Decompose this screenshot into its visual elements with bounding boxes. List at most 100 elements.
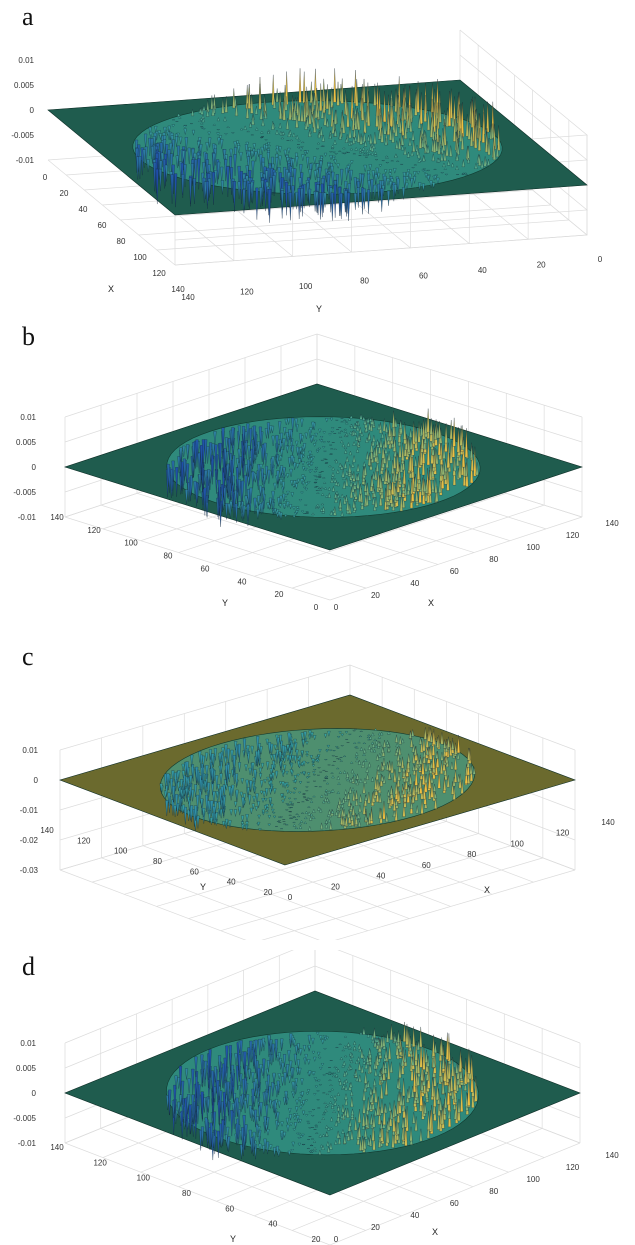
x-tick-label: 80: [117, 237, 126, 246]
x-tick-label: 0: [334, 1235, 339, 1244]
z-tick-label: -0.02: [20, 836, 39, 845]
y-tick-label: 120: [240, 288, 254, 297]
y-tick-label: 100: [124, 539, 138, 548]
surface-plot-d: 0.01 0.005 0 -0.005 -0.01 0 20 40 60 80 100 120 140 X…: [13, 950, 619, 1245]
y-tick-label: 80: [153, 857, 162, 866]
chart-panel-d: d 0.01 0.005 0 -0.005 -0.01 0 20 40 60 80 100 120 14…: [0, 950, 635, 1245]
z-tick-label: 0.01: [22, 746, 38, 755]
z-tick-label: 0: [32, 463, 37, 472]
y-tick-label: 100: [114, 847, 128, 856]
x-tick-label: 20: [371, 591, 380, 600]
x-tick-label: 100: [133, 253, 147, 262]
x-tick-label: 60: [450, 1199, 459, 1208]
z-tick-label: -0.01: [18, 513, 37, 522]
y-tick-label: 140: [40, 826, 54, 835]
z-axis: 0.01 0.005 0 -0.005 -0.01: [13, 1039, 36, 1148]
y-tick-label: 140: [181, 293, 195, 302]
y-axis: 140 120 100 80 60 40 20 0 Y: [181, 255, 602, 314]
x-tick-label: 140: [605, 519, 619, 528]
z-tick-label: 0.01: [20, 413, 36, 422]
x-tick-label: 40: [410, 579, 419, 588]
panel-label-c: c: [22, 642, 34, 671]
x-tick-label: 140: [601, 818, 615, 827]
y-tick-label: 40: [268, 1220, 277, 1229]
z-tick-label: 0.005: [16, 1064, 37, 1073]
x-tick-label: 60: [450, 567, 459, 576]
x-tick-label: 60: [98, 221, 107, 230]
surface-spikes: [166, 408, 479, 527]
y-tick-label: 120: [87, 526, 101, 535]
y-tick-label: 40: [238, 577, 247, 586]
surface-spikes: [159, 727, 476, 832]
y-tick-label: 60: [190, 867, 199, 876]
y-tick-label: 80: [182, 1189, 191, 1198]
x-tick-label: 120: [152, 269, 166, 278]
surface-spikes: [134, 68, 501, 223]
z-tick-label: 0: [30, 106, 35, 115]
z-tick-label: -0.01: [18, 1139, 37, 1148]
z-tick-label: 0: [34, 776, 39, 785]
x-tick-label: 100: [526, 543, 540, 552]
y-axis: 140 120 100 80 60 40 20 Y: [40, 826, 273, 897]
y-tick-label: 140: [50, 1143, 64, 1152]
panel-label-d: d: [22, 952, 35, 981]
y-tick-label: 20: [275, 590, 284, 599]
x-tick-label: 140: [605, 1151, 619, 1160]
x-tick-label: 80: [489, 1187, 498, 1196]
x-axis: 0 20 40 60 80 100 120 140 X: [334, 519, 619, 612]
x-tick-label: 100: [526, 1175, 540, 1184]
y-axis-label: Y: [200, 882, 206, 892]
x-tick-label: 120: [566, 1163, 580, 1172]
y-axis-label: Y: [230, 1234, 236, 1244]
y-tick-label: 80: [164, 552, 173, 561]
y-axis-label: Y: [222, 598, 228, 608]
surface-plot-a: 0.01 0.005 0 -0.005 -0.01 0 20 40 60 80 100 120 140 X…: [11, 29, 603, 314]
z-axis: 0.01 0 -0.01 -0.02 -0.03: [20, 746, 39, 875]
y-tick-label: 20: [312, 1235, 321, 1244]
y-tick-label: 60: [201, 564, 210, 573]
y-tick-label: 20: [537, 260, 546, 269]
x-tick-label: 20: [331, 882, 340, 891]
x-axis: 0 20 40 60 80 100 120 140 X: [288, 818, 615, 902]
x-tick-label: 0: [334, 603, 339, 612]
y-tick-label: 60: [419, 271, 428, 280]
x-tick-label: 60: [422, 861, 431, 870]
x-axis-label: X: [432, 1227, 438, 1237]
x-axis-label: X: [428, 598, 434, 608]
x-tick-label: 20: [60, 189, 69, 198]
x-tick-label: 0: [288, 893, 293, 902]
x-tick-label: 40: [410, 1211, 419, 1220]
x-tick-label: 80: [467, 850, 476, 859]
surface-spikes: [166, 1021, 478, 1161]
surface-plot-b: 0.01 0.005 0 -0.005 -0.01 0 20 40 60 80 100 120 140 X…: [13, 333, 619, 612]
y-tick-label: 120: [93, 1158, 107, 1167]
z-tick-label: -0.005: [11, 131, 34, 140]
z-tick-label: -0.005: [13, 488, 36, 497]
x-tick-label: 0: [43, 173, 48, 182]
z-tick-label: -0.03: [20, 866, 39, 875]
y-tick-label: 120: [77, 836, 91, 845]
x-tick-label: 20: [371, 1223, 380, 1232]
x-tick-label: 100: [510, 839, 524, 848]
x-axis: 0 20 40 60 80 100 120 140 X: [334, 1151, 619, 1244]
x-axis-label: X: [108, 284, 114, 294]
panel-label-a: a: [22, 2, 34, 31]
y-tick-label: 80: [360, 277, 369, 286]
y-tick-label: 40: [478, 266, 487, 275]
x-tick-label: 120: [556, 829, 570, 838]
y-tick-label: 40: [227, 878, 236, 887]
z-tick-label: -0.01: [20, 806, 39, 815]
x-tick-label: 120: [566, 531, 580, 540]
z-tick-label: 0.005: [14, 81, 35, 90]
z-tick-label: 0.01: [20, 1039, 36, 1048]
x-axis-label: X: [484, 885, 490, 895]
z-tick-label: 0.01: [18, 56, 34, 65]
chart-panel-b: b 0.01 0.005 0 -0.005 -0.01 0 20 40 60 80 100 120 14…: [0, 320, 635, 620]
y-axis: 140 120 100 80 60 40 20 Y: [50, 1143, 321, 1244]
x-tick-label: 80: [489, 555, 498, 564]
y-tick-label: 0: [598, 255, 603, 264]
y-axis-label: Y: [316, 304, 322, 314]
x-axis: 0 20 40 60 80 100 120 140 X: [43, 173, 185, 294]
chart-panel-a: a 0.01 0.005 0 -0.005 -0.01 0 20 40 60 80 100 120 14…: [0, 0, 635, 320]
z-tick-label: 0.005: [16, 438, 37, 447]
